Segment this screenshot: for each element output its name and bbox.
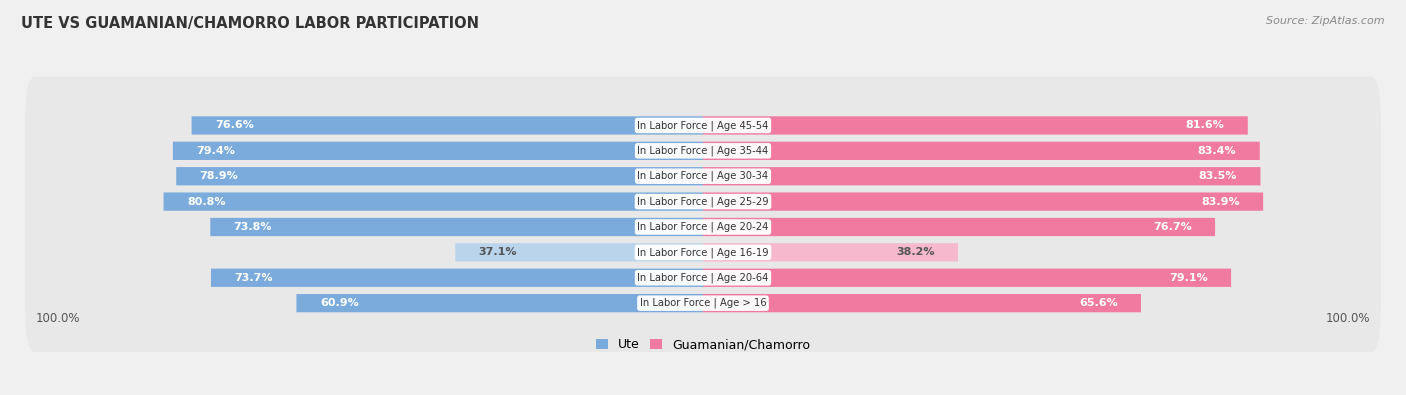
FancyBboxPatch shape	[25, 102, 1381, 199]
FancyBboxPatch shape	[163, 192, 703, 211]
Text: UTE VS GUAMANIAN/CHAMORRO LABOR PARTICIPATION: UTE VS GUAMANIAN/CHAMORRO LABOR PARTICIP…	[21, 16, 479, 31]
Text: 83.5%: 83.5%	[1199, 171, 1237, 181]
FancyBboxPatch shape	[25, 77, 1381, 174]
Text: 80.8%: 80.8%	[187, 197, 225, 207]
Text: 60.9%: 60.9%	[319, 298, 359, 308]
FancyBboxPatch shape	[703, 192, 1263, 211]
Text: 65.6%: 65.6%	[1078, 298, 1118, 308]
Text: Source: ZipAtlas.com: Source: ZipAtlas.com	[1267, 16, 1385, 26]
FancyBboxPatch shape	[703, 116, 1247, 135]
FancyBboxPatch shape	[173, 142, 703, 160]
Text: 79.1%: 79.1%	[1168, 273, 1208, 283]
FancyBboxPatch shape	[191, 116, 703, 135]
FancyBboxPatch shape	[703, 142, 1260, 160]
Text: 38.2%: 38.2%	[896, 247, 935, 258]
Text: 37.1%: 37.1%	[478, 247, 517, 258]
Text: 100.0%: 100.0%	[35, 312, 80, 325]
FancyBboxPatch shape	[25, 178, 1381, 276]
FancyBboxPatch shape	[25, 204, 1381, 301]
Text: In Labor Force | Age 16-19: In Labor Force | Age 16-19	[637, 247, 769, 258]
Text: 73.7%: 73.7%	[235, 273, 273, 283]
Text: In Labor Force | Age 25-29: In Labor Force | Age 25-29	[637, 196, 769, 207]
FancyBboxPatch shape	[456, 243, 703, 261]
Text: 79.4%: 79.4%	[197, 146, 235, 156]
Text: 73.8%: 73.8%	[233, 222, 273, 232]
FancyBboxPatch shape	[25, 254, 1381, 352]
FancyBboxPatch shape	[703, 243, 957, 261]
Text: In Labor Force | Age 35-44: In Labor Force | Age 35-44	[637, 146, 769, 156]
FancyBboxPatch shape	[211, 218, 703, 236]
FancyBboxPatch shape	[176, 167, 703, 185]
Legend: Ute, Guamanian/Chamorro: Ute, Guamanian/Chamorro	[596, 339, 810, 351]
Text: 83.9%: 83.9%	[1201, 197, 1240, 207]
FancyBboxPatch shape	[703, 167, 1260, 185]
FancyBboxPatch shape	[25, 153, 1381, 250]
Text: 83.4%: 83.4%	[1198, 146, 1236, 156]
FancyBboxPatch shape	[703, 269, 1232, 287]
Text: 76.6%: 76.6%	[215, 120, 254, 130]
FancyBboxPatch shape	[297, 294, 703, 312]
FancyBboxPatch shape	[25, 229, 1381, 327]
FancyBboxPatch shape	[25, 128, 1381, 225]
Text: In Labor Force | Age 30-34: In Labor Force | Age 30-34	[637, 171, 769, 181]
Text: In Labor Force | Age > 16: In Labor Force | Age > 16	[640, 298, 766, 308]
FancyBboxPatch shape	[703, 218, 1215, 236]
Text: 78.9%: 78.9%	[200, 171, 239, 181]
Text: In Labor Force | Age 20-64: In Labor Force | Age 20-64	[637, 273, 769, 283]
Text: In Labor Force | Age 20-24: In Labor Force | Age 20-24	[637, 222, 769, 232]
Text: 81.6%: 81.6%	[1185, 120, 1225, 130]
FancyBboxPatch shape	[703, 294, 1140, 312]
FancyBboxPatch shape	[211, 269, 703, 287]
Text: In Labor Force | Age 45-54: In Labor Force | Age 45-54	[637, 120, 769, 131]
Text: 76.7%: 76.7%	[1153, 222, 1192, 232]
Text: 100.0%: 100.0%	[1326, 312, 1371, 325]
